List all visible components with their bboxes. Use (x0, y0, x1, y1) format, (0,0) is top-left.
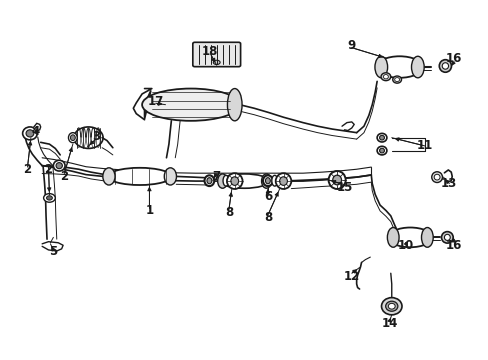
Text: 16: 16 (445, 52, 462, 65)
Ellipse shape (220, 174, 268, 188)
Ellipse shape (387, 228, 431, 247)
Ellipse shape (206, 178, 211, 184)
Ellipse shape (271, 175, 277, 186)
Ellipse shape (213, 60, 220, 64)
Ellipse shape (421, 228, 432, 247)
Ellipse shape (444, 234, 449, 240)
Ellipse shape (438, 60, 450, 72)
Text: 4: 4 (32, 125, 40, 138)
FancyBboxPatch shape (192, 42, 240, 67)
Ellipse shape (217, 174, 227, 188)
Polygon shape (144, 90, 151, 119)
Ellipse shape (43, 194, 55, 202)
Ellipse shape (279, 177, 287, 185)
Ellipse shape (261, 174, 271, 188)
Ellipse shape (376, 56, 422, 78)
Ellipse shape (379, 135, 384, 140)
Ellipse shape (433, 174, 439, 180)
Text: 8: 8 (224, 206, 233, 219)
Ellipse shape (164, 168, 176, 185)
Ellipse shape (376, 146, 386, 155)
Ellipse shape (332, 175, 341, 185)
Text: 1: 1 (145, 204, 153, 217)
Ellipse shape (380, 73, 390, 81)
Text: 5: 5 (49, 245, 57, 258)
Ellipse shape (431, 172, 442, 183)
Ellipse shape (108, 168, 171, 185)
Ellipse shape (394, 78, 399, 82)
Text: 7: 7 (212, 170, 220, 183)
Ellipse shape (385, 301, 397, 311)
Text: 12: 12 (343, 270, 359, 283)
Ellipse shape (387, 303, 394, 309)
Text: 13: 13 (440, 177, 456, 190)
Text: 18: 18 (202, 45, 218, 58)
Text: 11: 11 (416, 139, 432, 152)
Text: 2: 2 (23, 163, 32, 176)
Text: 17: 17 (147, 95, 163, 108)
Ellipse shape (263, 175, 272, 186)
Ellipse shape (386, 228, 398, 247)
Ellipse shape (275, 173, 291, 189)
Polygon shape (34, 123, 41, 131)
Ellipse shape (328, 171, 345, 189)
Text: 10: 10 (396, 239, 413, 252)
Text: 16: 16 (445, 239, 462, 252)
Ellipse shape (374, 56, 387, 78)
Ellipse shape (68, 133, 77, 143)
Ellipse shape (383, 75, 387, 79)
Ellipse shape (46, 196, 52, 200)
Text: 14: 14 (381, 317, 397, 330)
Ellipse shape (26, 130, 34, 137)
Ellipse shape (441, 231, 452, 243)
Ellipse shape (22, 127, 37, 140)
Ellipse shape (265, 178, 270, 184)
Ellipse shape (230, 177, 238, 185)
Text: 15: 15 (336, 181, 352, 194)
Ellipse shape (411, 56, 423, 78)
Text: 6: 6 (263, 190, 271, 203)
Ellipse shape (227, 89, 242, 121)
Ellipse shape (223, 175, 228, 186)
Ellipse shape (376, 134, 386, 142)
Ellipse shape (53, 160, 65, 171)
Ellipse shape (102, 168, 115, 185)
Ellipse shape (56, 163, 62, 169)
Ellipse shape (379, 148, 384, 153)
Ellipse shape (70, 135, 75, 140)
Ellipse shape (204, 175, 214, 186)
Ellipse shape (392, 76, 401, 83)
Text: 2: 2 (44, 163, 52, 176)
Ellipse shape (441, 63, 447, 69)
Ellipse shape (142, 89, 239, 121)
Ellipse shape (74, 127, 103, 148)
Text: 9: 9 (347, 39, 355, 52)
Text: 3: 3 (92, 130, 100, 144)
Ellipse shape (226, 173, 242, 189)
Text: 8: 8 (263, 211, 271, 224)
Ellipse shape (381, 298, 401, 315)
Text: 2: 2 (60, 170, 68, 183)
